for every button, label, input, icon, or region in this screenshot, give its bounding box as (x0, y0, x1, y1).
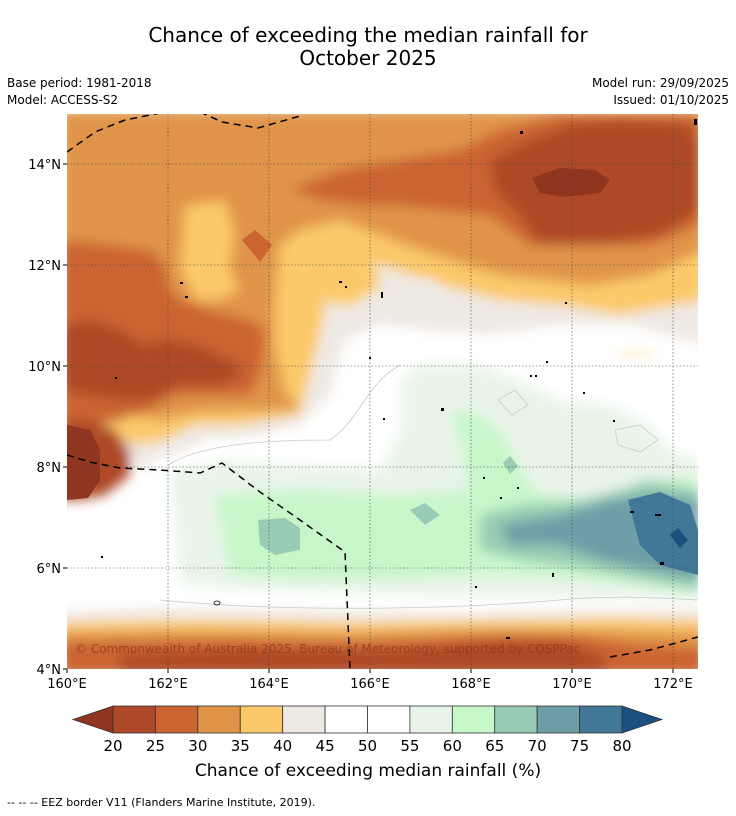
colorbar-extend-low (71, 705, 114, 734)
colorbar-segment (324, 705, 368, 734)
y-tick-label: 14°N (28, 158, 61, 173)
region-above-80 (670, 528, 688, 548)
colorbar-segment (239, 705, 284, 734)
colorbar-segment (197, 705, 241, 734)
colorbar-tick-label: 25 (146, 737, 165, 755)
colorbar: 20 25 30 35 40 45 50 55 60 65 70 75 80 (71, 705, 664, 755)
chart-title-line-1: Chance of exceeding the median rainfall … (148, 23, 588, 47)
rainfall-field: © Commonwealth of Australia 2025, Bureau… (67, 114, 698, 669)
colorbar-segment (112, 705, 156, 734)
x-tick-label: 170°E (552, 677, 592, 692)
model-name: Model: ACCESS-S2 (7, 93, 119, 107)
colorbar-tick-label: 35 (231, 737, 250, 755)
y-axis: 4°N 6°N 8°N 10°N 12°N 14°N (28, 158, 67, 678)
colorbar-tick-label: 40 (273, 737, 292, 755)
colorbar-tick-label: 65 (485, 737, 504, 755)
colorbar-tick-label: 80 (612, 737, 631, 755)
colorbar-segment (367, 705, 411, 734)
x-tick-label: 160°E (47, 677, 87, 692)
colorbar-tick-label: 60 (443, 737, 462, 755)
region-below-20-west (67, 425, 100, 500)
x-tick-label: 162°E (148, 677, 188, 692)
model-run-date: Model run: 29/09/2025 (591, 76, 729, 90)
y-tick-label: 12°N (28, 259, 61, 274)
x-tick-label: 168°E (451, 677, 491, 692)
region-65-70-west (258, 518, 300, 555)
chart-title-line-2: October 2025 (299, 46, 437, 70)
gridlines (67, 114, 698, 669)
colorbar-tick-label: 50 (358, 737, 377, 755)
x-axis: 160°E 162°E 164°E 166°E 168°E 170°E 172°E (47, 669, 693, 692)
colorbar-segment (409, 705, 453, 734)
y-tick-label: 8°N (37, 461, 62, 476)
region-20-25-west (67, 320, 245, 400)
colorbar-label: Chance of exceeding median rainfall (%) (194, 761, 542, 781)
y-tick-label: 6°N (37, 562, 62, 577)
colorbar-tick-label: 75 (570, 737, 589, 755)
colorbar-tick-label: 55 (400, 737, 419, 755)
y-tick-label: 4°N (37, 663, 62, 678)
colorbar-tick-label: 70 (528, 737, 547, 755)
x-tick-label: 172°E (653, 677, 693, 692)
colorbar-tick-label: 20 (103, 737, 122, 755)
colorbar-segment (155, 705, 199, 734)
region-75-80 (628, 492, 698, 575)
colorbar-segment (451, 705, 496, 734)
copyright-watermark: © Commonwealth of Australia 2025, Bureau… (75, 642, 580, 656)
eez-footnote: -- -- -- EEZ border V11 (Flanders Marine… (7, 796, 316, 809)
x-tick-label: 166°E (350, 677, 390, 692)
colorbar-segment (282, 705, 326, 734)
region-20-25-south (120, 640, 607, 669)
colorbar-extend-high (621, 705, 664, 734)
colorbar-segment (494, 705, 538, 734)
islands (101, 119, 697, 639)
colorbar-tick-label: 30 (188, 737, 207, 755)
y-tick-label: 10°N (28, 360, 61, 375)
region-below-20-core (532, 168, 610, 197)
colorbar-segment (579, 705, 623, 734)
eez-borders (67, 114, 698, 669)
colorbar-tick-label: 45 (316, 737, 335, 755)
x-tick-label: 164°E (249, 677, 289, 692)
base-period: Base period: 1981-2018 (7, 76, 152, 90)
issued-date: Issued: 01/10/2025 (613, 93, 729, 107)
colorbar-segment (536, 705, 580, 734)
